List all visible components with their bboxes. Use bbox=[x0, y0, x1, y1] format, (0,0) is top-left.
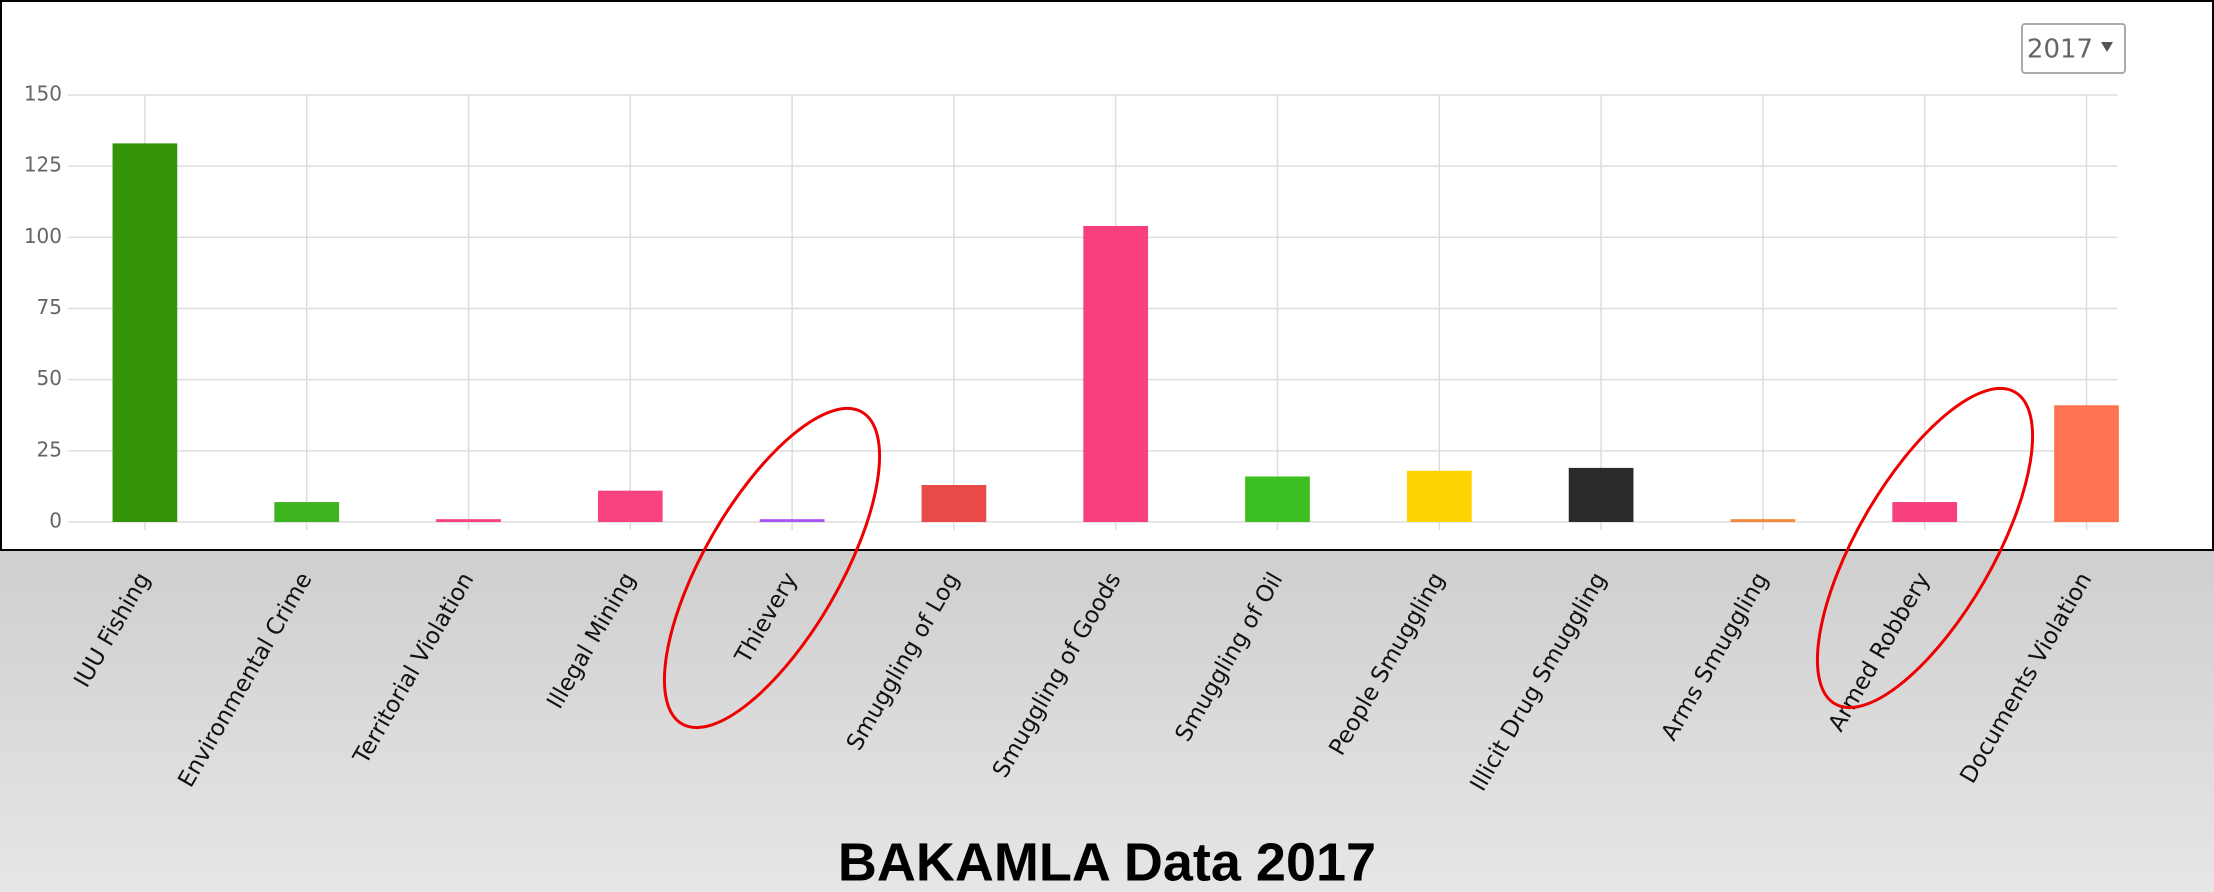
dropdown-value[interactable]: 2017 bbox=[2027, 35, 2093, 65]
x-tick-label: Illegal Mining bbox=[542, 568, 641, 713]
highlight-circle bbox=[662, 406, 882, 730]
bar bbox=[1568, 467, 1634, 522]
bar bbox=[1245, 476, 1310, 522]
chart-title: BAKAMLA Data 2017 bbox=[838, 832, 1376, 892]
x-tick-label: People Smuggling bbox=[1324, 568, 1450, 760]
bar bbox=[436, 519, 501, 522]
bar bbox=[1730, 519, 1796, 522]
x-tick-label: IUU Fishing bbox=[69, 568, 155, 692]
y-tick-label: 25 bbox=[37, 437, 62, 461]
y-tick-label: 0 bbox=[49, 509, 62, 533]
bar bbox=[1892, 502, 1958, 522]
y-tick-label: 75 bbox=[37, 295, 62, 319]
bar bbox=[597, 490, 663, 522]
bar bbox=[274, 502, 340, 522]
x-tick-label: Documents Violation bbox=[1955, 568, 2097, 788]
x-tick-label: Smuggling of Goods bbox=[988, 568, 1127, 782]
bar bbox=[2054, 405, 2119, 522]
y-tick-label: 125 bbox=[24, 153, 62, 177]
x-tick-label: Smuggling of Log bbox=[842, 568, 965, 755]
highlight-circle bbox=[1815, 386, 2035, 710]
bar bbox=[759, 519, 825, 522]
y-tick-label: 50 bbox=[37, 366, 62, 390]
bar bbox=[112, 143, 178, 523]
bar bbox=[1083, 225, 1149, 523]
x-tick-label: Environmental Crime bbox=[173, 568, 317, 792]
x-tick-label: Thievery bbox=[730, 568, 803, 668]
y-tick-label: 150 bbox=[24, 82, 62, 106]
x-tick-label: Armed Robbery bbox=[1824, 568, 1936, 736]
x-tick-label: Arms Smuggling bbox=[1657, 568, 1774, 745]
x-tick-label: Smuggling of Oil bbox=[1171, 568, 1289, 746]
y-tick-label: 100 bbox=[24, 224, 62, 248]
x-tick-label: Illicit Drug Smuggling bbox=[1466, 568, 1612, 796]
year-dropdown[interactable] bbox=[2021, 23, 2126, 74]
x-tick-label: Territorial Violation bbox=[348, 568, 479, 769]
dropdown-arrow bbox=[2101, 42, 2113, 52]
bar bbox=[1406, 470, 1472, 522]
bar bbox=[921, 484, 987, 522]
